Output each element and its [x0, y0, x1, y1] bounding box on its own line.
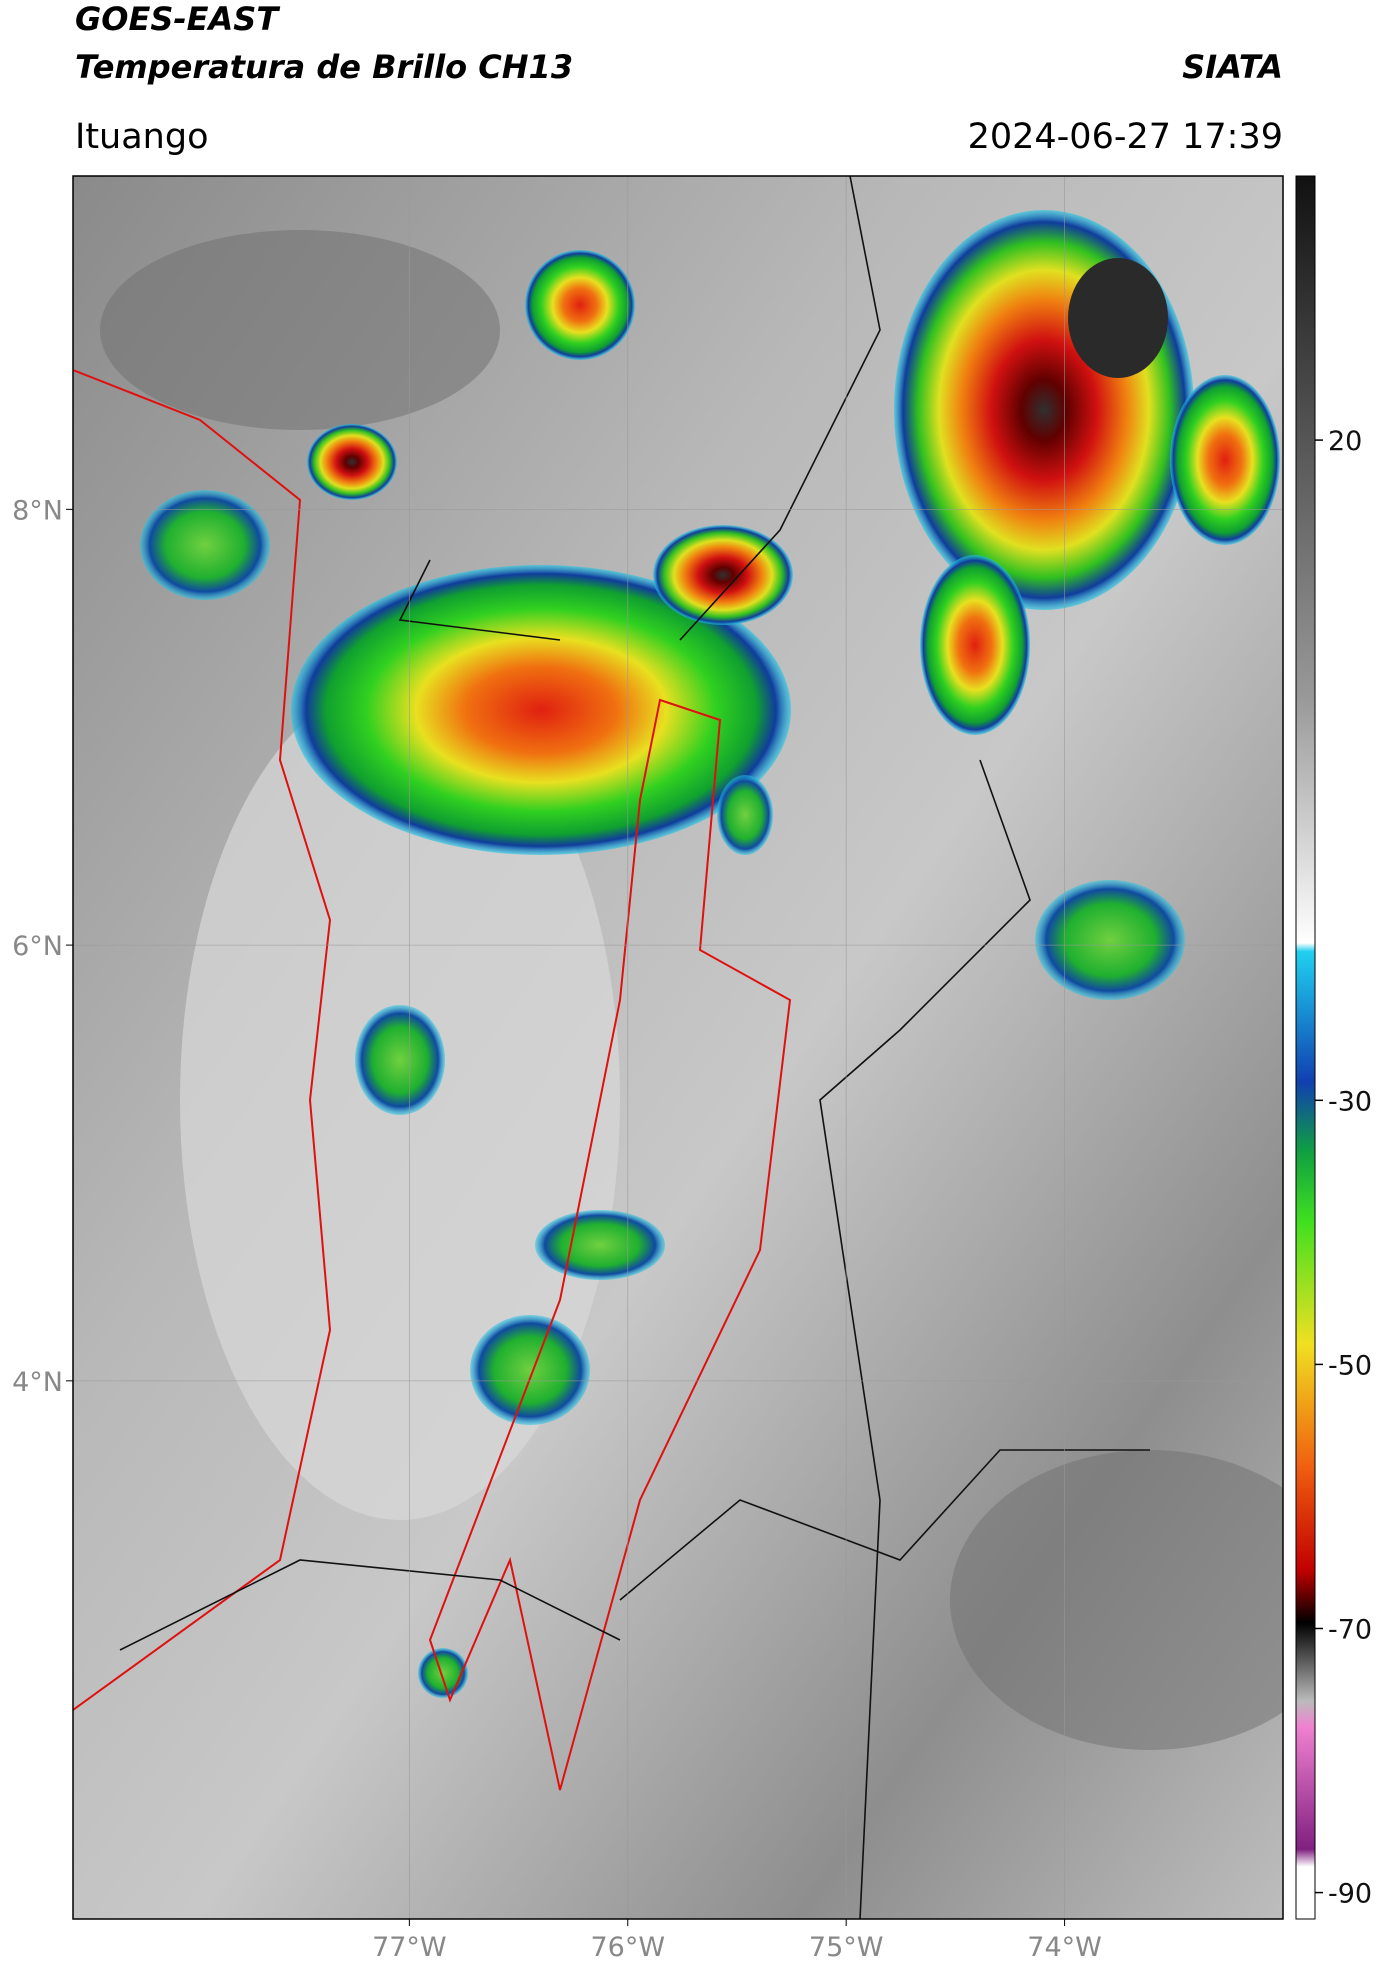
- x-tick-label: 74°W: [1027, 1932, 1102, 1963]
- storm-cell: [140, 490, 270, 600]
- y-tick-label: 8°N: [12, 495, 63, 526]
- colorbar-tick-label: -50: [1328, 1350, 1372, 1381]
- admin-boundary: [119, 176, 1150, 1919]
- storm-cell: [291, 565, 791, 855]
- y-tick-label: 6°N: [12, 931, 63, 962]
- cloud: [950, 1450, 1283, 1750]
- y-tick-label: 4°N: [12, 1367, 63, 1398]
- colorbar-tick-label: 20: [1328, 426, 1362, 457]
- satellite-image: [73, 176, 1283, 1919]
- storm-cell: [1170, 375, 1280, 545]
- cloud: [100, 230, 500, 430]
- x-tick-label: 76°W: [590, 1932, 665, 1963]
- region-boundary: [428, 698, 792, 1791]
- subtitle: Temperatura de Brillo CH13: [75, 48, 573, 86]
- colorbar: [1295, 175, 1316, 1920]
- storm-cell: [1035, 880, 1185, 1000]
- colorbar-tick-label: -30: [1328, 1086, 1372, 1117]
- storm-cell: [920, 555, 1030, 735]
- storm-cell: [355, 1005, 445, 1115]
- x-tick-label: 75°W: [809, 1932, 884, 1963]
- datetime: 2024-06-27 17:39: [968, 117, 1283, 157]
- storm-cell: [470, 1315, 590, 1425]
- colorbar-tick-label: -90: [1328, 1879, 1372, 1910]
- graticule: [73, 176, 1283, 1919]
- map-frame: [72, 175, 1284, 1920]
- storm-cell: [653, 525, 793, 625]
- storm-core: [1068, 258, 1168, 378]
- x-tick-label: 77°W: [372, 1932, 447, 1963]
- coastline: [73, 369, 332, 1711]
- agency: SIATA: [1182, 48, 1283, 86]
- storm-cell: [535, 1210, 665, 1280]
- storm-cell: [525, 250, 635, 360]
- location: Ituango: [75, 117, 209, 157]
- colorbar-tick-label: -70: [1328, 1615, 1372, 1646]
- storm-cell: [717, 775, 773, 855]
- title: GOES-EAST: [75, 0, 280, 38]
- storm-cell: [894, 210, 1194, 610]
- storm-cell: [307, 424, 397, 500]
